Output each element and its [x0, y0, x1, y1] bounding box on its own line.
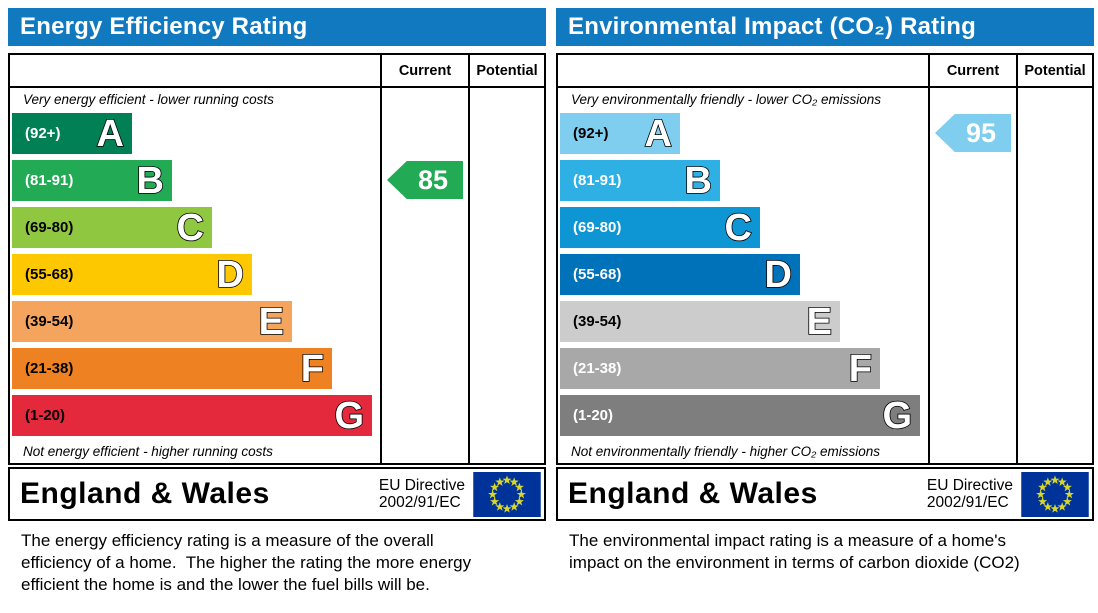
band-row: (92+) A [558, 110, 928, 157]
band-g: (1-20) G [12, 395, 372, 436]
band-range-label: (81-91) [573, 172, 622, 189]
band-e: (39-54) E [12, 301, 292, 342]
band-a: (92+) A [560, 113, 680, 154]
current-rating-arrow: 95 [935, 114, 1011, 152]
current-rating-value: 85 [417, 164, 449, 195]
eu-flag-icon [1021, 471, 1089, 517]
region-label: England & Wales [20, 477, 270, 510]
band-row: (21-38) F [10, 345, 380, 392]
top-caption: Very environmentally friendly - lower CO… [571, 92, 881, 107]
band-range-label: (39-54) [573, 313, 622, 330]
band-row: (39-54) E [10, 298, 380, 345]
band-range-label: (81-91) [25, 172, 74, 189]
eu-directive-label: EU Directive 2002/91/EC [926, 476, 1013, 511]
band-e: (39-54) E [560, 301, 840, 342]
band-d: (55-68) D [12, 254, 252, 295]
header-spacer [10, 55, 380, 88]
band-f: (21-38) F [12, 348, 332, 389]
band-row: (39-54) E [558, 298, 928, 345]
panel-description: The environmental impact rating is a mea… [569, 531, 1020, 573]
environmental-title-bar: Environmental Impact (CO₂) Rating [556, 8, 1094, 46]
band-range-label: (69-80) [25, 219, 74, 236]
band-range-label: (21-38) [25, 360, 74, 377]
header-spacer [558, 55, 928, 88]
energy-efficiency-panel: Energy Efficiency Rating Current Potenti… [8, 8, 546, 613]
panel-description: The energy efficiency rating is a measur… [21, 531, 472, 595]
potential-column-header: Potential [1016, 55, 1092, 88]
energy-rating-chart: Current Potential Very energy efficient … [8, 53, 546, 465]
top-caption: Very energy efficient - lower running co… [23, 92, 274, 107]
potential-column [1016, 88, 1092, 463]
band-letter: B [684, 159, 713, 202]
band-range-label: (1-20) [25, 407, 66, 424]
footer-box: England & Wales EU Directive 2002/91/EC [8, 467, 546, 521]
band-row: (81-91) B [558, 157, 928, 204]
band-row: (21-38) F [558, 345, 928, 392]
band-b: (81-91) B [560, 160, 720, 201]
band-range-label: (69-80) [573, 219, 622, 236]
eu-directive-label: EU Directive 2002/91/EC [378, 476, 465, 511]
band-letter: B [136, 159, 165, 202]
band-letter: E [806, 300, 833, 343]
current-column-header: Current [380, 55, 468, 88]
environmental-impact-panel: Environmental Impact (CO₂) Rating Curren… [556, 8, 1094, 613]
potential-column-header: Potential [468, 55, 544, 88]
band-row: (69-80) C [558, 204, 928, 251]
band-letter: A [96, 112, 125, 155]
band-row: (55-68) D [558, 251, 928, 298]
environmental-rating-chart: Current Potential Very environmentally f… [556, 53, 1094, 465]
current-column: 85 [380, 88, 468, 463]
band-range-label: (55-68) [573, 266, 622, 283]
band-g: (1-20) G [560, 395, 920, 436]
region-label: England & Wales [568, 477, 818, 510]
band-range-label: (55-68) [25, 266, 74, 283]
band-d: (55-68) D [560, 254, 800, 295]
band-letter: F [300, 347, 325, 390]
band-range-label: (1-20) [573, 407, 614, 424]
band-row: (69-80) C [10, 204, 380, 251]
band-letter: D [764, 253, 793, 296]
band-letter: A [644, 112, 673, 155]
band-letter: C [724, 206, 753, 249]
band-f: (21-38) F [560, 348, 880, 389]
current-rating-value: 95 [965, 117, 997, 148]
band-range-label: (92+) [573, 125, 609, 142]
band-range-label: (39-54) [25, 313, 74, 330]
energy-title-bar: Energy Efficiency Rating [8, 8, 546, 46]
band-row: (81-91) B [10, 157, 380, 204]
band-a: (92+) A [12, 113, 132, 154]
footer-box: England & Wales EU Directive 2002/91/EC [556, 467, 1094, 521]
band-c: (69-80) C [560, 207, 760, 248]
eu-flag-icon [473, 471, 541, 517]
band-range-label: (92+) [25, 125, 61, 142]
current-column-header: Current [928, 55, 1016, 88]
band-letter: F [848, 347, 873, 390]
bottom-caption: Not environmentally friendly - higher CO… [571, 443, 881, 459]
band-letter: C [176, 206, 205, 249]
band-letter: G [334, 394, 365, 437]
band-c: (69-80) C [12, 207, 212, 248]
current-rating-arrow: 85 [387, 161, 463, 199]
current-column: 95 [928, 88, 1016, 463]
panel-title: Energy Efficiency Rating [20, 13, 308, 40]
bottom-caption: Not energy efficient - higher running co… [23, 443, 273, 459]
band-b: (81-91) B [12, 160, 172, 201]
panel-title: Environmental Impact (CO₂) Rating [568, 13, 976, 40]
band-letter: E [258, 300, 285, 343]
band-row: (1-20) G [10, 392, 380, 439]
band-row: (1-20) G [558, 392, 928, 439]
band-letter: D [216, 253, 245, 296]
potential-column [468, 88, 544, 463]
band-letter: G [882, 394, 913, 437]
band-range-label: (21-38) [573, 360, 622, 377]
band-row: (55-68) D [10, 251, 380, 298]
band-row: (92+) A [10, 110, 380, 157]
